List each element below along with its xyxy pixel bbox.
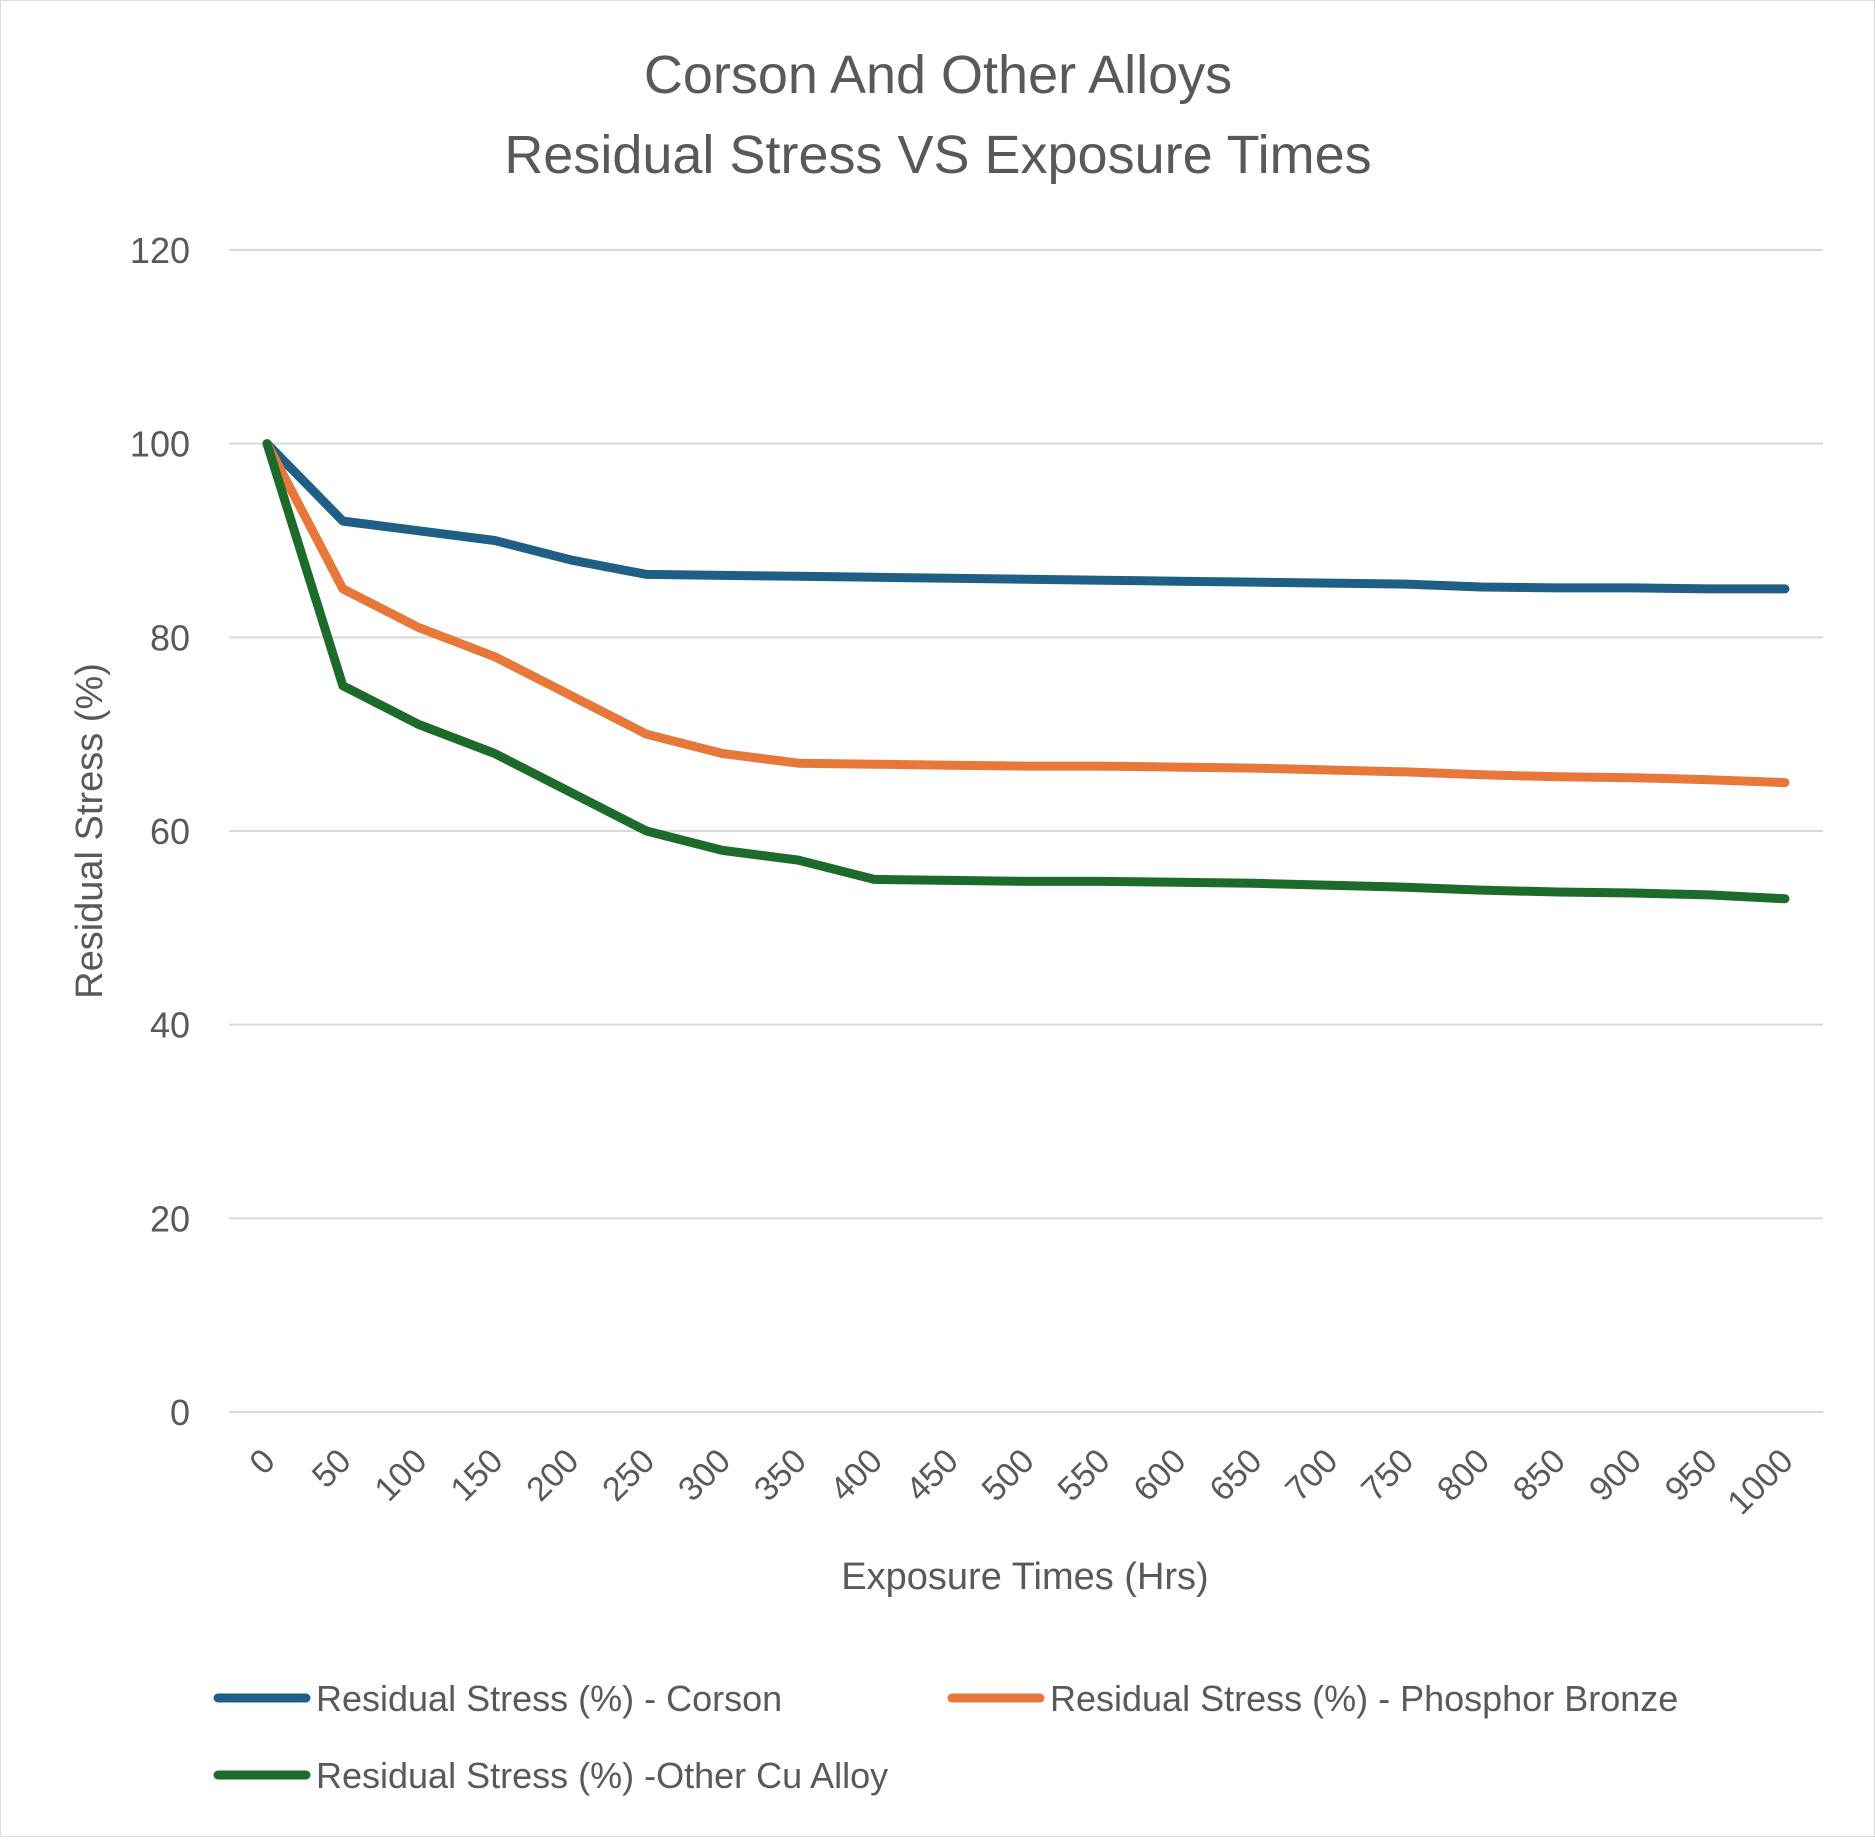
y-tick-label: 100 bbox=[130, 424, 190, 465]
x-tick-label: 600 bbox=[1126, 1442, 1193, 1509]
x-tick-label: 650 bbox=[1202, 1442, 1269, 1509]
x-tick-label: 50 bbox=[305, 1442, 359, 1496]
legend-item: Residual Stress (%) - Corson bbox=[213, 1678, 782, 1719]
x-tick-label: 350 bbox=[747, 1442, 814, 1509]
x-axis-tick-labels: 0 50 100 150 200 250 300 350 400 450 500 550 600 650 7… bbox=[242, 1442, 1800, 1522]
x-tick-label: 450 bbox=[899, 1442, 966, 1509]
y-tick-label: 0 bbox=[170, 1392, 190, 1433]
x-tick-label: 750 bbox=[1354, 1442, 1421, 1509]
y-tick-label: 120 bbox=[130, 230, 190, 271]
x-tick-label: 550 bbox=[1051, 1442, 1118, 1509]
x-axis-label: Exposure Times (Hrs) bbox=[841, 1556, 1208, 1598]
series-line-2 bbox=[262, 439, 1790, 788]
data-series bbox=[262, 439, 1790, 904]
x-tick-label: 850 bbox=[1506, 1442, 1573, 1509]
x-tick-label: 800 bbox=[1430, 1442, 1497, 1509]
x-tick-label: 150 bbox=[443, 1442, 510, 1509]
gridlines bbox=[229, 249, 1823, 1413]
y-tick-label: 80 bbox=[150, 617, 190, 658]
x-tick-label: 200 bbox=[519, 1442, 586, 1509]
legend-item: Residual Stress (%) -Other Cu Alloy bbox=[213, 1755, 888, 1796]
y-tick-label: 60 bbox=[150, 811, 190, 852]
legend: Residual Stress (%) - Corson Residual Str… bbox=[213, 1678, 1678, 1796]
legend-label: Residual Stress (%) - Corson bbox=[316, 1678, 782, 1719]
y-axis-label: Residual Stress (%) bbox=[69, 663, 111, 999]
x-tick-label: 500 bbox=[975, 1442, 1042, 1509]
legend-label: Residual Stress (%) -Other Cu Alloy bbox=[316, 1755, 888, 1796]
chart-title: Corson And Other Alloys Residual Stress … bbox=[504, 45, 1371, 185]
x-tick-label: 700 bbox=[1278, 1442, 1345, 1509]
legend-label: Residual Stress (%) - Phosphor Bronze bbox=[1050, 1678, 1678, 1719]
x-tick-label: 250 bbox=[595, 1442, 662, 1509]
y-axis-tick-labels: 0 20 40 60 80 100 120 bbox=[130, 230, 190, 1433]
x-tick-label: 950 bbox=[1658, 1442, 1725, 1509]
series-line-1 bbox=[262, 439, 1790, 594]
x-tick-label: 400 bbox=[823, 1442, 890, 1509]
x-tick-label: 1000 bbox=[1720, 1442, 1800, 1522]
y-tick-label: 40 bbox=[150, 1005, 190, 1046]
chart-title-line-2: Residual Stress VS Exposure Times bbox=[504, 125, 1371, 185]
x-tick-label: 0 bbox=[242, 1442, 282, 1482]
legend-item: Residual Stress (%) - Phosphor Bronze bbox=[947, 1678, 1678, 1719]
y-tick-label: 20 bbox=[150, 1198, 190, 1239]
x-tick-label: 900 bbox=[1582, 1442, 1649, 1509]
x-tick-label: 300 bbox=[671, 1442, 738, 1509]
series-line-3 bbox=[262, 439, 1790, 904]
chart-title-line-1: Corson And Other Alloys bbox=[644, 45, 1232, 105]
x-tick-label: 100 bbox=[367, 1442, 434, 1509]
